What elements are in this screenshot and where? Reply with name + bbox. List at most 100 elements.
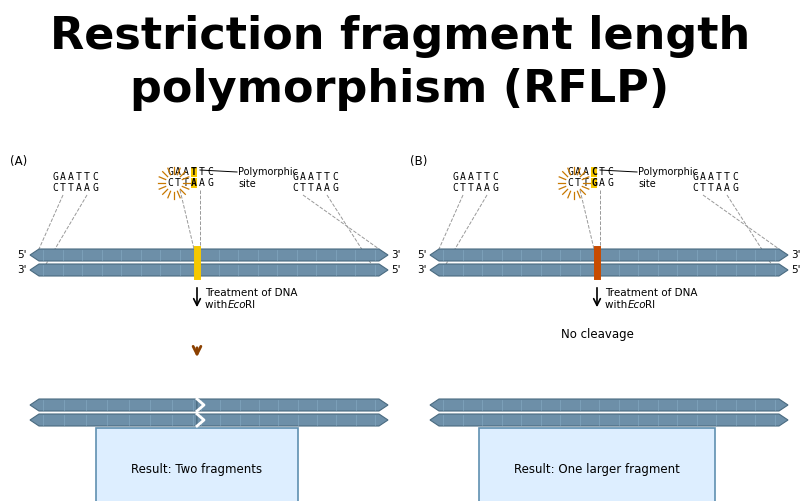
Text: A: A	[316, 183, 322, 193]
Text: RI: RI	[245, 300, 255, 310]
Text: A: A	[724, 183, 730, 193]
Text: 5': 5'	[418, 250, 427, 260]
Text: A: A	[308, 172, 314, 182]
Text: C: C	[292, 183, 298, 193]
Text: 3': 3'	[18, 265, 27, 275]
Text: polymorphism (RFLP): polymorphism (RFLP)	[130, 68, 670, 111]
Text: Result: One larger fragment: Result: One larger fragment	[514, 463, 680, 476]
Text: Eco: Eco	[228, 300, 246, 310]
Text: Polymorphic
site: Polymorphic site	[238, 167, 298, 188]
Text: A: A	[700, 172, 706, 182]
Text: (B): (B)	[410, 155, 427, 168]
Text: Restriction fragment length: Restriction fragment length	[50, 15, 750, 58]
Text: A: A	[599, 178, 605, 188]
Text: G: G	[167, 167, 173, 177]
Text: 3': 3'	[391, 250, 401, 260]
Text: T: T	[84, 172, 90, 182]
Text: A: A	[708, 172, 714, 182]
Text: A: A	[84, 183, 90, 193]
Text: T: T	[60, 183, 66, 193]
Text: C: C	[52, 183, 58, 193]
Polygon shape	[30, 399, 197, 411]
Text: G: G	[732, 183, 738, 193]
Text: T: T	[175, 178, 181, 188]
Text: C: C	[591, 167, 597, 177]
Text: A: A	[191, 178, 197, 188]
Text: 3': 3'	[418, 265, 427, 275]
Text: 5': 5'	[18, 250, 27, 260]
Text: T: T	[476, 172, 482, 182]
Polygon shape	[430, 399, 788, 411]
Text: T: T	[700, 183, 706, 193]
Text: C: C	[492, 172, 498, 182]
Text: A: A	[583, 167, 589, 177]
Text: A: A	[324, 183, 330, 193]
Text: RI: RI	[645, 300, 655, 310]
Polygon shape	[430, 249, 788, 261]
Text: A: A	[199, 178, 205, 188]
Text: (A): (A)	[10, 155, 27, 168]
Polygon shape	[430, 264, 788, 276]
Text: A: A	[175, 167, 181, 177]
Text: G: G	[207, 178, 213, 188]
Text: 3': 3'	[791, 250, 800, 260]
Text: T: T	[316, 172, 322, 182]
Text: A: A	[575, 167, 581, 177]
Text: T: T	[724, 172, 730, 182]
Text: T: T	[599, 167, 605, 177]
Polygon shape	[30, 264, 388, 276]
Text: C: C	[207, 167, 213, 177]
Text: Treatment of DNA: Treatment of DNA	[605, 288, 698, 298]
Text: G: G	[292, 172, 298, 182]
Text: C: C	[692, 183, 698, 193]
Text: 5': 5'	[391, 265, 401, 275]
Text: A: A	[60, 172, 66, 182]
Text: G: G	[591, 178, 597, 188]
Text: T: T	[183, 178, 189, 188]
Polygon shape	[30, 249, 388, 261]
Text: with: with	[205, 300, 230, 310]
Text: A: A	[716, 183, 722, 193]
Text: A: A	[476, 183, 482, 193]
Text: A: A	[76, 183, 82, 193]
Text: T: T	[308, 183, 314, 193]
Text: T: T	[575, 178, 581, 188]
Text: T: T	[583, 178, 589, 188]
Text: G: G	[92, 183, 98, 193]
Text: G: G	[607, 178, 613, 188]
Text: with: with	[605, 300, 630, 310]
Text: Result: Two fragments: Result: Two fragments	[131, 463, 262, 476]
Text: G: G	[492, 183, 498, 193]
Polygon shape	[197, 414, 388, 426]
Text: T: T	[468, 183, 474, 193]
Text: Cleavage: Cleavage	[170, 434, 225, 447]
Text: T: T	[460, 183, 466, 193]
Text: A: A	[468, 172, 474, 182]
Text: Polymorphic
site: Polymorphic site	[638, 167, 698, 188]
Text: 5': 5'	[791, 265, 800, 275]
Text: G: G	[692, 172, 698, 182]
Text: C: C	[607, 167, 613, 177]
Text: G: G	[332, 183, 338, 193]
Polygon shape	[197, 399, 388, 411]
Text: A: A	[183, 167, 189, 177]
Text: No cleavage: No cleavage	[561, 328, 634, 341]
Text: T: T	[300, 183, 306, 193]
Text: T: T	[484, 172, 490, 182]
Text: T: T	[199, 167, 205, 177]
Text: G: G	[567, 167, 573, 177]
Text: G: G	[52, 172, 58, 182]
Text: T: T	[191, 167, 197, 177]
Polygon shape	[30, 414, 197, 426]
Text: C: C	[567, 178, 573, 188]
Polygon shape	[430, 414, 788, 426]
Text: C: C	[332, 172, 338, 182]
Text: C: C	[167, 178, 173, 188]
Text: T: T	[324, 172, 330, 182]
Text: T: T	[716, 172, 722, 182]
Text: C: C	[452, 183, 458, 193]
Text: T: T	[68, 183, 74, 193]
Text: G: G	[452, 172, 458, 182]
Text: T: T	[708, 183, 714, 193]
Text: A: A	[68, 172, 74, 182]
